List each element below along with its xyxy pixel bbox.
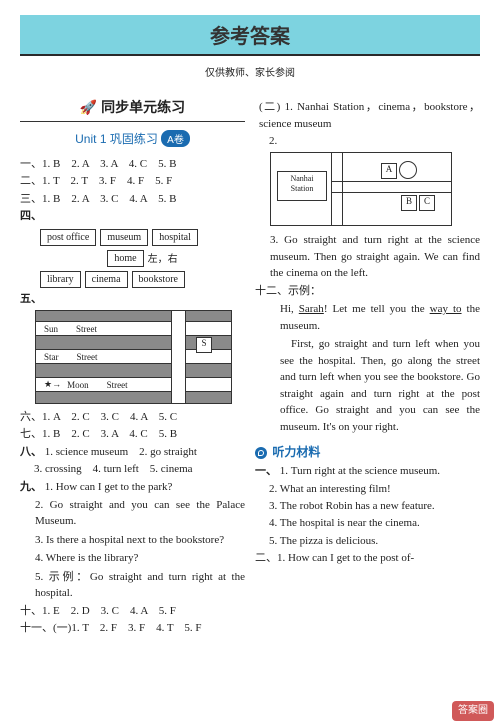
box-home: home: [107, 250, 143, 267]
listen1: 一、 1. Turn right at the science museum.: [255, 464, 480, 479]
r12-hi: Hi,: [280, 303, 299, 315]
r12-greeting: Hi, Sarah! Let me tell you the way to th…: [280, 301, 480, 334]
r11-2-intro: (二) 1. Nanhai Station，cinema，bookstore，s…: [259, 99, 480, 132]
answer-row-8: 八、 1. science museum 2. go straight: [20, 445, 245, 460]
r12-mid: ! Let me tell you the: [324, 303, 430, 315]
vertical-street: [171, 311, 186, 403]
listen1-label: 一、: [255, 465, 277, 477]
subtitle: 仅供教师、家长参阅: [20, 64, 480, 79]
r11-3: 3. Go straight and turn right at the sci…: [270, 232, 480, 282]
answer-row-9: 九、 1. How can I get to the park?: [20, 480, 245, 495]
box-cinema: cinema: [85, 271, 128, 288]
q9-line2: 2. Go straight and you can see the Palac…: [35, 497, 245, 530]
watermark: 答案圈: [452, 701, 494, 721]
answer-row-1: 一、1. B 2. A 3. A 4. C 5. B: [20, 157, 245, 172]
circle-marker: [399, 161, 417, 179]
box-a: A: [381, 163, 397, 179]
listen1-line4: 4. The hospital is near the cinema.: [269, 516, 480, 531]
listen1-line5: 5. The pizza is delicious.: [269, 534, 480, 549]
unit-badge: A卷: [161, 130, 190, 147]
listen-header: 听力材料: [255, 443, 480, 460]
box-hospital: hospital: [152, 229, 198, 246]
title-banner: 参考答案: [20, 15, 480, 56]
right-column: (二) 1. Nanhai Station，cinema，bookstore，s…: [255, 97, 480, 639]
left-column: 🚀 同步单元练习 Unit 1 巩固练习 A卷 一、1. B 2. A 3. A…: [20, 97, 245, 639]
box-bookstore: bookstore: [132, 271, 185, 288]
q8-line2: 3. crossing 4. turn left 5. cinema: [34, 462, 245, 477]
nanhai-station: Nanhai Station: [277, 171, 327, 201]
headphone-icon: [255, 447, 267, 459]
q5-label: 五、: [20, 293, 42, 305]
unit-title: Unit 1 巩固练习 A卷: [20, 130, 245, 147]
q8-line1: 1. science museum 2. go straight: [45, 446, 197, 458]
section-header: 🚀 同步单元练习: [20, 97, 245, 122]
listen1-line2: 2. What an interesting film!: [269, 482, 480, 497]
moon-street: ★→ Moon Street: [36, 377, 231, 392]
q9-line5: 5. 示例：Go straight and turn right at the …: [35, 569, 245, 602]
mini-map: Nanhai Station A B C: [270, 152, 452, 226]
box-b: B: [401, 195, 417, 211]
box-c: C: [419, 195, 435, 211]
word-boxes-3: library cinema bookstore: [40, 271, 245, 288]
box-library: library: [40, 271, 81, 288]
moon-label: Moon Street: [67, 378, 128, 391]
answer-row-4: 四、: [20, 209, 245, 224]
r11-2-num: 2.: [269, 134, 480, 149]
mini-h-road: [331, 181, 451, 193]
q8-label: 八、: [20, 446, 42, 458]
answer-row-5: 五、: [20, 292, 245, 307]
q9-label: 九、: [20, 481, 42, 493]
answer-row-6: 六、1. A 2. C 3. C 4. A 5. C: [20, 410, 245, 425]
r12-label: 十二、示例：: [255, 284, 480, 299]
q9-line4: 4. Where is the library?: [35, 550, 245, 567]
listen1-line1: 1. Turn right at the science museum.: [280, 465, 440, 477]
q4-label: 四、: [20, 210, 42, 222]
watermark-main: 答案圈: [458, 705, 488, 717]
sun-street: Sun Street: [36, 321, 231, 336]
listen-header-text: 听力材料: [272, 445, 320, 459]
word-boxes-2: home 左，右: [40, 250, 245, 267]
q9-line1: 1. How can I get to the park?: [45, 481, 173, 493]
page-title: 参考答案: [210, 26, 290, 48]
street-map: Sun Street Star Street ★→ Moon Street S: [35, 310, 232, 404]
box-museum: museum: [100, 229, 148, 246]
answer-row-3: 三、1. B 2. A 3. C 4. A 5. B: [20, 192, 245, 207]
listen1-line3: 3. The robot Robin has a new feature.: [269, 499, 480, 514]
box-post-office: post office: [40, 229, 96, 246]
star-marker: ★→: [44, 379, 61, 390]
r12-sarah: Sarah: [299, 303, 324, 315]
s-marker: S: [196, 337, 212, 353]
listen2: 二、1. How can I get to the post of-: [255, 551, 480, 566]
word-boxes: post office museum hospital: [40, 229, 245, 246]
r12-way: way to: [430, 303, 462, 315]
answer-row-7: 七、1. B 2. C 3. A 4. C 5. B: [20, 427, 245, 442]
unit-title-text: Unit 1 巩固练习: [75, 132, 158, 146]
q9-line3: 3. Is there a hospital next to the books…: [35, 532, 245, 549]
answer-row-10: 十、1. E 2. D 3. C 4. A 5. F: [20, 604, 245, 619]
r12-body: First, go straight and turn left when yo…: [280, 336, 480, 435]
answer-row-11: 十一、(一)1. T 2. F 3. F 4. T 5. F: [20, 621, 245, 636]
note-left-right: 左，右: [148, 250, 178, 267]
answer-row-2: 二、1. T 2. T 3. F 4. F 5. F: [20, 174, 245, 189]
